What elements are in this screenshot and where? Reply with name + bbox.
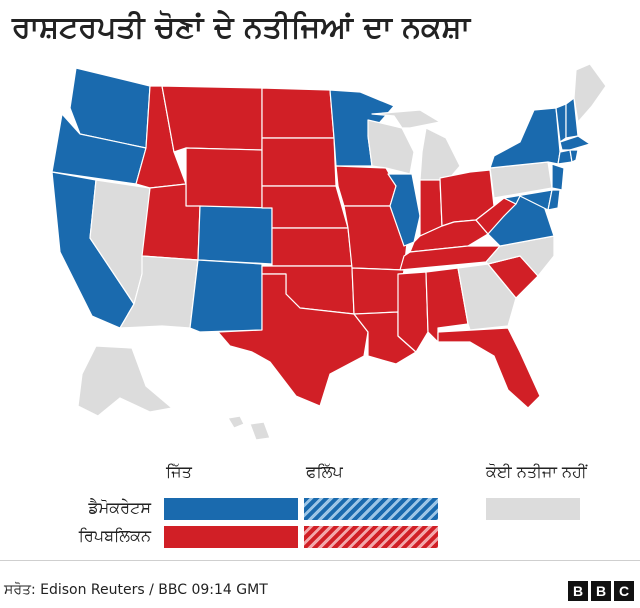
state-NE [261,185,349,229]
state-DE [547,189,561,211]
state-AK [77,345,173,417]
state-MA [559,135,591,151]
state-FL [437,327,541,409]
legend-header-win: ਜਿੱਤ [166,462,192,481]
state-MI-lower [419,127,461,181]
state-WY [185,147,263,211]
state-RI [569,149,579,163]
bbc-logo-letter: C [614,581,634,601]
state-MD [503,189,553,211]
source-credit: ਸਰੋਤ: Edison Reuters / BBC 09:14 GMT [4,582,268,598]
bbc-logo-letter: B [591,581,611,601]
legend-row-democrats: ਡੈਮੋਕਰੇਟਸ [88,498,151,517]
swatch-democrat-flip [304,498,438,520]
swatch-republican-win [164,526,298,548]
state-NY [489,107,561,169]
state-HI [227,415,245,429]
state-ME [573,63,607,123]
footer-divider [0,560,640,561]
state-TX [217,273,369,407]
state-NM [189,259,263,333]
map-title: ਰਾਸ਼ਟਰਪਤੀ ਚੋਣਾਂ ਦੇ ਨਤੀਜਿਆਂ ਦਾ ਨਕਸ਼ਾ [12,10,471,45]
state-AR [351,267,405,315]
bbc-logo-letter: B [568,581,588,601]
bbc-logo: B B C [568,581,634,601]
state-SD [261,137,337,187]
legend-row-republicans: ਰਿਪਬਲਿਕਨ [78,526,151,545]
swatch-no-result [486,498,580,520]
us-results-map [51,63,607,441]
state-MS [397,271,429,353]
state-MI [371,109,441,129]
state-KS [271,227,353,267]
state-NJ [551,163,565,191]
state-WI [367,119,415,175]
state-IA [335,165,397,207]
legend-header-no-result: ਕੋਈ ਨਤੀਜਾ ਨਹੀਂ [486,462,587,481]
state-HI-2 [249,421,271,441]
state-ND [261,87,335,139]
state-IL [387,173,421,247]
legend-header-flip: ਫਲਿੱਪ [306,462,343,481]
legend: ਜਿੱਤ ਫਲਿੱਪ ਕੋਈ ਨਤੀਜਾ ਨਹੀਂ ਡੈਮੋਕਰੇਟਸ ਰਿਪਬ… [0,462,640,552]
state-CO [197,205,273,265]
swatch-democrat-win [164,498,298,520]
state-MT [161,85,263,153]
swatch-republican-flip [304,526,438,548]
